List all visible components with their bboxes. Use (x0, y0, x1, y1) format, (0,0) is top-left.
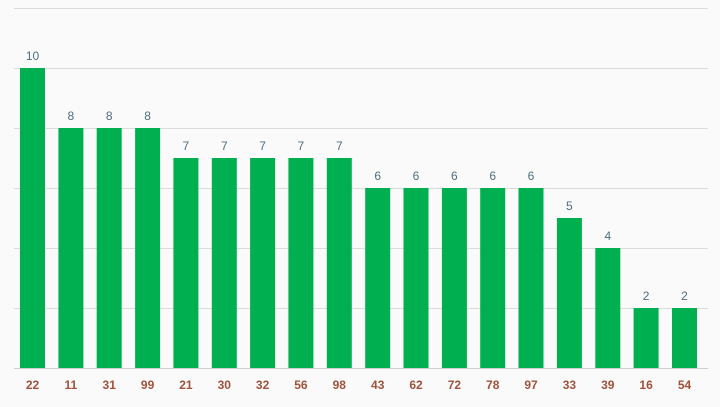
value-label-33: 5 (566, 199, 573, 213)
x-tick-label-98: 98 (333, 378, 347, 392)
value-label-43: 6 (374, 169, 381, 183)
x-tick-label-21: 21 (179, 378, 193, 392)
value-label-72: 6 (451, 169, 458, 183)
bar-16 (633, 308, 659, 368)
bar-54 (672, 308, 697, 368)
bar-21 (173, 158, 199, 368)
x-tick-label-31: 31 (103, 378, 117, 392)
x-tick-label-62: 62 (409, 378, 423, 392)
bar-99 (135, 128, 161, 368)
x-tick-label-30: 30 (218, 378, 232, 392)
value-label-97: 6 (528, 169, 535, 183)
bar-62 (403, 188, 429, 368)
value-label-32: 7 (259, 139, 266, 153)
x-tick-labels: 22 11 31 99 21 30 32 56 98 43 62 72 78 97 33 39 16 54 (26, 378, 692, 392)
x-tick-label-22: 22 (26, 378, 40, 392)
x-tick-label-99: 99 (141, 378, 155, 392)
value-label-98: 7 (336, 139, 343, 153)
bar-30 (211, 158, 237, 368)
bar-31 (96, 128, 122, 368)
bar-43 (365, 188, 391, 368)
x-tick-label-56: 56 (294, 378, 308, 392)
gridlines (14, 8, 708, 369)
x-tick-label-72: 72 (448, 378, 462, 392)
value-label-16: 2 (643, 289, 650, 303)
value-label-78: 6 (489, 169, 496, 183)
x-tick-label-11: 11 (64, 378, 77, 392)
bars (20, 68, 697, 368)
x-tick-label-16: 16 (639, 378, 653, 392)
value-label-11: 8 (67, 109, 74, 123)
bar-98 (326, 158, 352, 368)
value-label-31: 8 (106, 109, 113, 123)
value-label-54: 2 (681, 289, 688, 303)
value-label-56: 7 (298, 139, 305, 153)
bar-33 (556, 218, 582, 368)
value-label-22: 10 (26, 49, 40, 63)
bar-39 (595, 248, 621, 368)
value-label-99: 8 (144, 109, 151, 123)
value-labels: 10 8 8 8 7 7 7 7 7 6 6 6 6 6 5 4 2 2 (26, 49, 688, 303)
bar-72 (441, 188, 467, 368)
x-tick-label-43: 43 (371, 378, 385, 392)
value-label-39: 4 (604, 229, 611, 243)
x-tick-label-78: 78 (486, 378, 500, 392)
x-tick-label-54: 54 (678, 378, 692, 392)
x-tick-label-39: 39 (601, 378, 615, 392)
x-tick-label-33: 33 (563, 378, 577, 392)
bar-11 (58, 128, 84, 368)
x-tick-label-97: 97 (524, 378, 538, 392)
bar-32 (250, 158, 276, 368)
value-label-21: 7 (183, 139, 190, 153)
bar-56 (288, 158, 314, 368)
value-label-30: 7 (221, 139, 228, 153)
value-label-62: 6 (413, 169, 420, 183)
x-tick-label-32: 32 (256, 378, 270, 392)
bar-22 (20, 68, 45, 368)
bar-97 (518, 188, 544, 368)
bar-78 (480, 188, 506, 368)
